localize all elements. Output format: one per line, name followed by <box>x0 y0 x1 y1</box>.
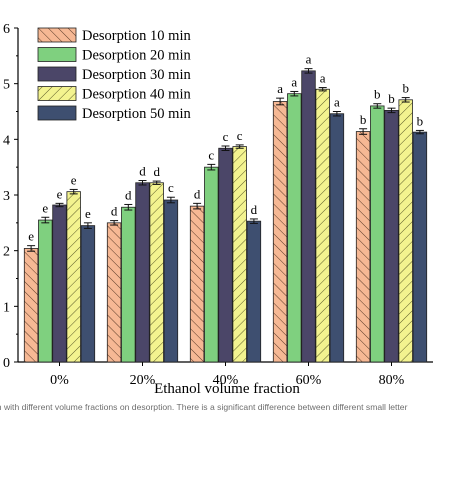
x-tick-label: 0% <box>50 373 69 388</box>
significance-letter: e <box>42 200 48 215</box>
bar <box>232 146 247 363</box>
x-axis-title: Ethanol volume fraction <box>154 381 300 397</box>
significance-letter: e <box>57 186 63 201</box>
bar <box>121 206 136 363</box>
bar <box>398 99 413 363</box>
bar <box>412 131 428 363</box>
y-tick-label: 5 <box>3 78 10 93</box>
bar <box>189 205 205 363</box>
significance-letter: c <box>208 147 214 162</box>
bar <box>135 182 150 363</box>
y-tick-label: 1 <box>3 300 10 315</box>
significance-letter: e <box>28 229 34 244</box>
legend-swatch <box>37 86 77 101</box>
legend-label: Desorption 40 min <box>82 87 191 103</box>
legend-swatch <box>37 47 77 62</box>
figure-caption: on with different volume fractions on de… <box>0 402 408 412</box>
significance-letter: d <box>111 204 118 219</box>
bar <box>38 219 53 363</box>
significance-letter: c <box>168 180 174 195</box>
significance-letter: d <box>153 164 160 179</box>
bar <box>218 147 233 363</box>
bar <box>287 93 302 363</box>
bar <box>52 204 67 363</box>
bar <box>246 220 262 363</box>
significance-letter: b <box>374 87 381 102</box>
legend-swatch <box>37 66 77 82</box>
significance-letter: a <box>291 74 297 89</box>
legend-label: Desorption 20 min <box>82 48 191 64</box>
bar <box>301 70 316 363</box>
x-tick-label: 80% <box>379 373 405 388</box>
significance-letter: c <box>223 129 229 144</box>
significance-letter: c <box>237 128 243 143</box>
legend-label: Desorption 30 min <box>82 67 191 83</box>
significance-letter: b <box>402 81 409 96</box>
significance-letter: a <box>320 71 326 86</box>
bar <box>106 222 122 363</box>
significance-letter: d <box>139 164 146 179</box>
x-tick-label: 40% <box>213 373 239 388</box>
bar <box>355 131 371 363</box>
bar <box>384 109 399 363</box>
y-tick-label: 4 <box>3 133 10 148</box>
y-tick-label: 6 <box>3 22 10 37</box>
x-tick-label: 20% <box>130 373 156 388</box>
significance-letter: b <box>388 91 395 106</box>
y-tick-label: 3 <box>3 189 10 204</box>
bar <box>80 225 96 363</box>
legend-label: Desorption 50 min <box>82 106 191 122</box>
bar <box>163 199 179 363</box>
significance-letter: b <box>360 112 367 127</box>
bar <box>370 105 385 363</box>
significance-letter: b <box>417 113 424 128</box>
significance-letter: e <box>71 172 77 187</box>
bar <box>315 88 330 363</box>
legend-swatch <box>37 105 77 121</box>
y-tick-label: 0 <box>3 356 10 371</box>
y-tick-label: 2 <box>3 245 10 260</box>
significance-letter: e <box>85 206 91 221</box>
bar <box>204 166 219 363</box>
significance-letter: d <box>251 202 258 217</box>
significance-letter: d <box>125 187 132 202</box>
significance-letter: a <box>334 95 340 110</box>
significance-letter: a <box>306 52 312 67</box>
bar <box>329 113 345 363</box>
bar <box>149 182 164 363</box>
bar <box>23 248 39 363</box>
x-tick-label: 60% <box>296 373 322 388</box>
bar <box>272 101 288 363</box>
significance-letter: d <box>194 186 201 201</box>
bar <box>66 191 81 363</box>
legend-swatch <box>37 27 77 43</box>
legend-label: Desorption 10 min <box>82 28 191 44</box>
significance-letter: a <box>277 81 283 96</box>
